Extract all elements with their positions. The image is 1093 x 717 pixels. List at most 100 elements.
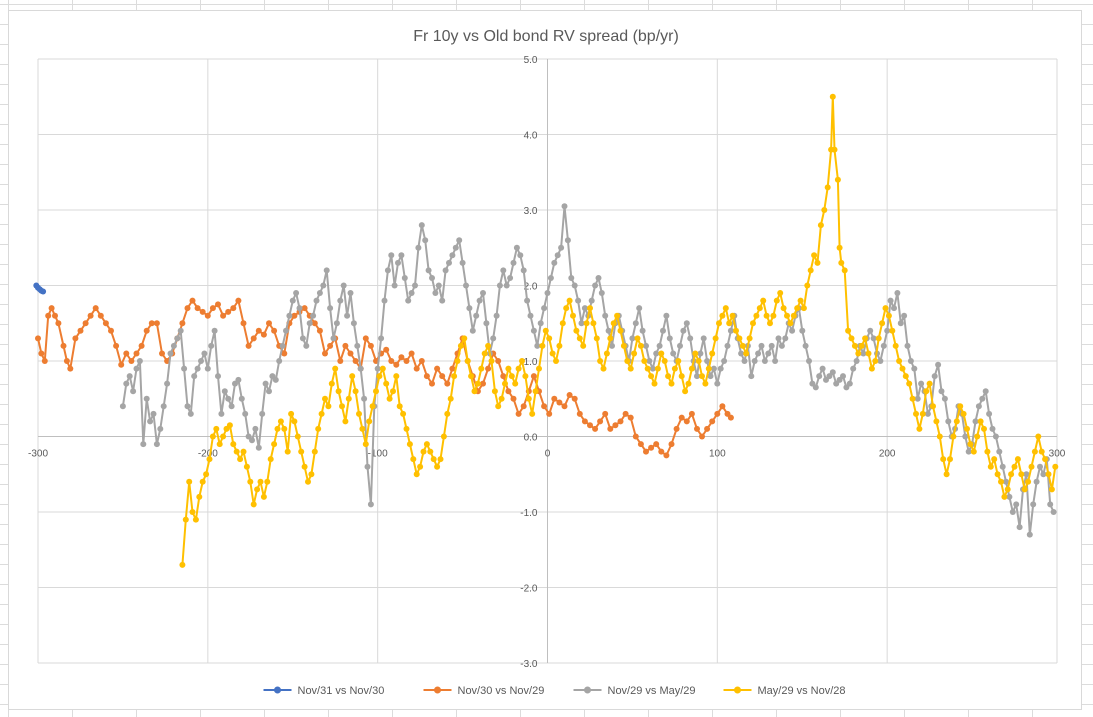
data-point (935, 361, 942, 368)
data-point (751, 358, 758, 364)
data-point (148, 320, 155, 327)
data-point (262, 380, 269, 387)
data-point (391, 282, 398, 289)
data-point (537, 320, 544, 327)
legend-item[interactable]: May/29 vs Nov/28 (723, 685, 846, 697)
data-point (491, 388, 498, 395)
data-point (529, 410, 536, 417)
data-point (896, 358, 903, 364)
data-point (439, 373, 446, 380)
legend-item[interactable]: Nov/29 vs May/29 (573, 685, 696, 697)
data-point (709, 418, 716, 425)
data-point (420, 448, 427, 455)
data-point (1025, 478, 1032, 485)
data-point (970, 448, 977, 455)
data-point (627, 365, 634, 372)
data-point (663, 312, 670, 319)
data-point (525, 395, 532, 402)
data-point (563, 305, 570, 312)
data-point (546, 335, 553, 342)
data-point (688, 410, 695, 417)
data-point (636, 305, 643, 312)
data-point (862, 335, 869, 342)
data-point (164, 380, 171, 387)
data-point (281, 425, 288, 432)
data-point (429, 380, 435, 387)
data-point (714, 410, 721, 417)
data-point (410, 456, 417, 463)
data-point (670, 350, 677, 357)
data-point (885, 312, 892, 319)
data-point (1045, 471, 1052, 478)
data-point (634, 335, 641, 342)
data-point (500, 373, 507, 380)
data-point (704, 425, 711, 432)
data-point (316, 327, 323, 334)
chart-area[interactable]: Fr 10y vs Old bond RV spread (bp/yr) -30… (8, 10, 1082, 710)
data-point (819, 365, 826, 372)
data-point (702, 380, 709, 387)
data-point (449, 252, 456, 259)
data-point (800, 305, 807, 312)
data-point (335, 388, 342, 395)
data-point (500, 267, 507, 274)
data-point (187, 410, 194, 417)
data-point (128, 358, 135, 364)
data-point (787, 320, 794, 327)
x-tick-label: -100 (368, 449, 388, 460)
data-point (284, 448, 291, 455)
data-point (378, 335, 385, 342)
legend-item[interactable]: Nov/30 vs Nov/29 (423, 685, 545, 697)
data-point (994, 471, 1001, 478)
legend-item[interactable]: Nov/31 vs Nov/30 (263, 685, 385, 697)
data-point (519, 358, 525, 364)
data-point (388, 358, 395, 364)
data-point (536, 365, 542, 372)
data-point (568, 275, 575, 281)
data-point (493, 312, 500, 319)
legend[interactable]: Nov/31 vs Nov/30 Nov/30 vs Nov/29 Nov/29 v… (263, 685, 846, 697)
data-point (767, 320, 773, 327)
data-point (989, 425, 996, 432)
data-point (806, 358, 812, 364)
data-point (926, 380, 933, 387)
y-tick-label: 1.0 (524, 357, 538, 368)
data-point (974, 433, 981, 440)
data-point (797, 297, 804, 304)
data-point (299, 335, 306, 342)
data-point (430, 456, 437, 463)
data-point (743, 350, 750, 357)
data-point (666, 335, 673, 342)
data-point (924, 410, 931, 417)
data-point (816, 373, 823, 380)
data-point (612, 422, 619, 429)
data-point (332, 365, 339, 372)
series-3 (119, 203, 1057, 538)
data-point (999, 463, 1006, 470)
data-point (228, 403, 235, 410)
data-point (553, 358, 559, 364)
data-point (575, 297, 582, 304)
data-point (364, 463, 371, 470)
data-point (704, 358, 711, 364)
data-point (646, 358, 653, 364)
data-point (457, 342, 464, 349)
data-point (587, 422, 593, 429)
data-point (558, 244, 565, 251)
data-point (753, 312, 760, 319)
data-point (772, 358, 779, 364)
data-point (254, 486, 261, 493)
data-point (522, 373, 529, 380)
data-point (658, 350, 665, 357)
data-point (82, 320, 89, 327)
data-point (1050, 509, 1057, 515)
data-point (513, 244, 520, 251)
data-point (902, 373, 909, 380)
data-point (362, 441, 369, 448)
data-point (286, 312, 293, 319)
data-point (945, 418, 952, 425)
data-point (398, 354, 405, 361)
data-point (313, 297, 320, 304)
data-point (887, 297, 894, 304)
data-point (705, 365, 712, 372)
